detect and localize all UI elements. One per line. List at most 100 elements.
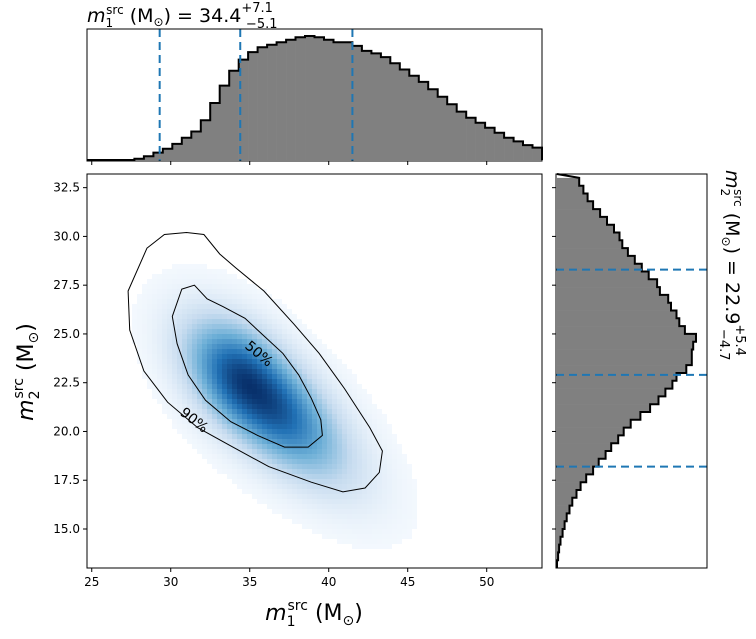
heatmap-cell: [382, 459, 387, 464]
heatmap-cell: [242, 289, 247, 294]
heatmap-cell: [252, 314, 257, 319]
heatmap-cell: [227, 379, 232, 384]
heatmap-cell: [287, 309, 292, 314]
heatmap-cell: [392, 444, 397, 449]
heatmap-cell: [287, 359, 292, 364]
heatmap-cell: [157, 399, 162, 404]
heatmap-cell: [332, 529, 337, 534]
heatmap-cell: [297, 434, 302, 439]
histogram-bar: [295, 37, 306, 160]
heatmap-cell: [352, 374, 357, 379]
heatmap-cell: [317, 474, 322, 479]
heatmap-cell: [242, 359, 247, 364]
heatmap-cell: [132, 304, 137, 309]
heatmap-cell: [222, 444, 227, 449]
heatmap-cell: [237, 414, 242, 419]
heatmap-cell: [207, 404, 212, 409]
heatmap-cell: [402, 514, 407, 519]
y-tick-label: 30.0: [53, 229, 80, 243]
heatmap-cell: [312, 394, 317, 399]
heatmap-cell: [392, 504, 397, 509]
heatmap-cell: [172, 334, 177, 339]
heatmap-cell: [342, 424, 347, 429]
heatmap-cell: [217, 344, 222, 349]
heatmap-cell: [317, 374, 322, 379]
heatmap-cell: [272, 299, 277, 304]
heatmap-cell: [407, 489, 412, 494]
heatmap-cell: [332, 394, 337, 399]
heatmap-cell: [327, 459, 332, 464]
heatmap-cell: [202, 434, 207, 439]
heatmap-cell: [387, 429, 392, 434]
heatmap-cell: [297, 454, 302, 459]
heatmap-cell: [387, 489, 392, 494]
histogram-bar: [323, 39, 334, 160]
density-heatmap: [132, 264, 417, 549]
heatmap-cell: [397, 459, 402, 464]
heatmap-cell: [382, 539, 387, 544]
heatmap-cell: [232, 439, 237, 444]
heatmap-cell: [392, 489, 397, 494]
heatmap-cell: [247, 389, 252, 394]
heatmap-cell: [292, 499, 297, 504]
heatmap-cell: [317, 464, 322, 469]
heatmap-cell: [352, 409, 357, 414]
heatmap-cell: [307, 509, 312, 514]
heatmap-cell: [132, 329, 137, 334]
heatmap-cell: [307, 489, 312, 494]
heatmap-cell: [252, 464, 257, 469]
heatmap-cell: [232, 454, 237, 459]
heatmap-cell: [177, 334, 182, 339]
heatmap-cell: [207, 279, 212, 284]
heatmap-cell: [247, 334, 252, 339]
heatmap-cell: [307, 454, 312, 459]
heatmap-cell: [277, 454, 282, 459]
heatmap-cell: [272, 344, 277, 349]
heatmap-cell: [377, 494, 382, 499]
heatmap-cell: [137, 359, 142, 364]
heatmap-cell: [312, 504, 317, 509]
heatmap-cell: [187, 429, 192, 434]
heatmap-cell: [217, 309, 222, 314]
heatmap-cell: [222, 379, 227, 384]
heatmap-cell: [272, 474, 277, 479]
histogram-bar: [557, 248, 628, 257]
heatmap-cell: [187, 399, 192, 404]
heatmap-cell: [227, 339, 232, 344]
heatmap-cell: [147, 294, 152, 299]
heatmap-cell: [337, 499, 342, 504]
heatmap-cell: [252, 319, 257, 324]
heatmap-cell: [207, 424, 212, 429]
heatmap-cell: [397, 534, 402, 539]
heatmap-cell: [322, 404, 327, 409]
heatmap-cell: [207, 359, 212, 364]
heatmap-cell: [152, 284, 157, 289]
heatmap-cell: [177, 394, 182, 399]
heatmap-cell: [357, 529, 362, 534]
heatmap-cell: [307, 369, 312, 374]
heatmap-cell: [352, 439, 357, 444]
heatmap-cell: [347, 409, 352, 414]
heatmap-cell: [272, 324, 277, 329]
heatmap-cell: [382, 484, 387, 489]
heatmap-cell: [307, 349, 312, 354]
heatmap-cell: [242, 399, 247, 404]
heatmap-cell: [262, 324, 267, 329]
heatmap-cell: [272, 429, 277, 434]
heatmap-cell: [307, 419, 312, 424]
heatmap-cell: [237, 304, 242, 309]
heatmap-cell: [387, 444, 392, 449]
heatmap-cell: [337, 394, 342, 399]
heatmap-cell: [192, 339, 197, 344]
heatmap-cell: [172, 399, 177, 404]
histogram-bar: [557, 396, 659, 405]
heatmap-cell: [392, 474, 397, 479]
heatmap-cell: [377, 484, 382, 489]
heatmap-cell: [247, 394, 252, 399]
heatmap-cell: [227, 364, 232, 369]
histogram-bar: [557, 177, 580, 187]
heatmap-cell: [267, 344, 272, 349]
heatmap-cell: [277, 299, 282, 304]
heatmap-cell: [207, 354, 212, 359]
